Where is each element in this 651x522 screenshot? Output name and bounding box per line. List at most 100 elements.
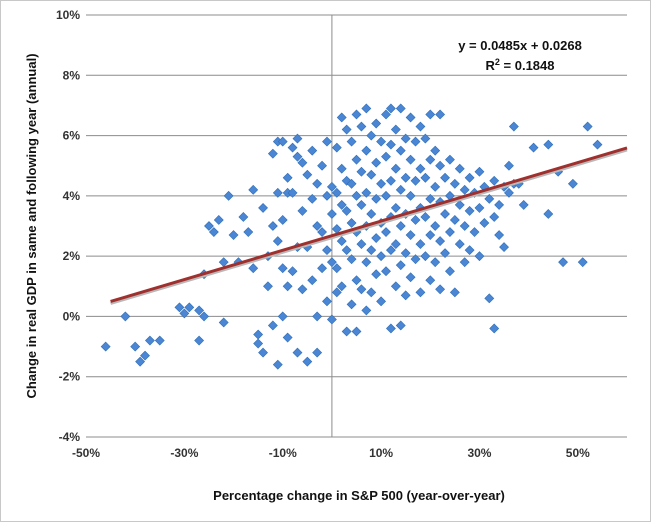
data-point (415, 287, 426, 298)
data-point (454, 163, 465, 174)
data-point (336, 163, 347, 174)
data-point (410, 136, 421, 147)
data-point (390, 202, 401, 213)
data-point (292, 151, 303, 162)
trendline (110, 146, 628, 305)
data-point (302, 169, 313, 180)
data-point (386, 245, 396, 256)
data-point (381, 190, 391, 201)
y-tick-label: 4% (63, 189, 81, 203)
data-point (253, 338, 264, 349)
x-tick-label: 30% (467, 446, 491, 460)
data-point (445, 266, 455, 277)
data-point (356, 121, 367, 132)
data-point (430, 221, 441, 231)
data-point (504, 187, 514, 198)
data-point (322, 136, 332, 147)
data-point (449, 287, 460, 298)
data-point (135, 356, 146, 367)
y-tick-labels: -4% -2% 0% 2% 4% 6% 8% 10% (56, 8, 80, 444)
data-point (415, 163, 426, 174)
data-point (322, 190, 332, 201)
data-point (376, 178, 387, 189)
data-point (386, 175, 396, 186)
data-point (130, 341, 141, 352)
data-point (140, 350, 150, 361)
data-point (223, 190, 234, 201)
data-point (405, 272, 416, 283)
r2-symbol: R (486, 58, 496, 73)
data-point (425, 154, 436, 165)
data-point (317, 227, 327, 237)
data-point (464, 172, 475, 183)
x-tick-label: 10% (369, 446, 393, 460)
data-point (454, 239, 465, 250)
data-point (528, 142, 539, 153)
data-point (474, 251, 485, 262)
data-point (351, 154, 362, 165)
data-point (390, 124, 401, 135)
data-point (449, 215, 460, 225)
data-point (199, 311, 209, 322)
data-point (381, 266, 391, 277)
y-axis-title: Change in real GDP in same and following… (24, 53, 39, 398)
r2-value: = 0.1848 (500, 58, 555, 73)
data-point (400, 172, 411, 183)
data-point (395, 103, 406, 114)
data-point (366, 245, 377, 256)
data-point (361, 103, 372, 114)
data-point (287, 266, 298, 277)
data-point (464, 206, 475, 216)
data-point (430, 257, 441, 268)
data-point (287, 187, 298, 198)
gridlines (86, 14, 627, 438)
data-point (567, 178, 578, 189)
data-point (326, 181, 337, 192)
data-point (267, 221, 278, 231)
data-point (179, 308, 190, 319)
data-point (435, 284, 446, 295)
data-point (420, 172, 431, 183)
data-point (356, 284, 367, 295)
data-point (292, 133, 303, 144)
data-point (297, 284, 308, 295)
data-point (415, 239, 426, 250)
data-point (464, 245, 475, 256)
data-point (381, 109, 391, 120)
data-point (351, 326, 362, 337)
data-point (474, 166, 485, 177)
data-point (307, 145, 318, 156)
data-point (341, 206, 352, 216)
data-point (297, 157, 308, 168)
data-point (405, 190, 416, 201)
data-point (390, 239, 401, 250)
data-point (366, 169, 377, 180)
data-point (395, 221, 406, 231)
data-point (395, 184, 406, 195)
data-point (371, 193, 382, 204)
data-point (341, 124, 352, 135)
data-point (410, 175, 421, 186)
data-point (459, 184, 470, 195)
data-point (518, 199, 529, 210)
data-point (543, 139, 554, 150)
data-point (371, 269, 382, 280)
data-point (336, 112, 347, 123)
data-point (474, 202, 485, 213)
data-point (425, 275, 436, 286)
data-point (346, 178, 357, 189)
data-point (243, 227, 254, 237)
data-point (508, 121, 519, 132)
data-point (405, 112, 416, 123)
data-point (154, 335, 165, 346)
data-point (494, 230, 505, 240)
x-tick-label: 50% (566, 446, 590, 460)
data-point (405, 230, 416, 240)
data-point (351, 190, 362, 201)
data-point (307, 193, 318, 204)
data-point (331, 287, 342, 298)
data-point (312, 221, 323, 231)
data-point (435, 160, 446, 171)
